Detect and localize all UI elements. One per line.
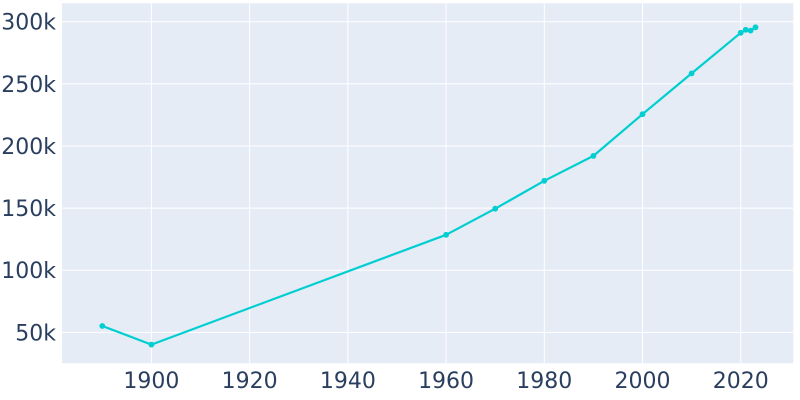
data-point[interactable] [752, 24, 759, 31]
data-point[interactable] [148, 341, 155, 348]
y-tick-label: 150k [1, 197, 56, 222]
x-tick-label: 2020 [713, 369, 769, 394]
data-point[interactable] [541, 177, 548, 184]
x-tick-label: 1980 [516, 369, 572, 394]
data-point[interactable] [688, 70, 695, 77]
data-point[interactable] [639, 111, 646, 118]
data-point[interactable] [747, 27, 754, 34]
data-point[interactable] [737, 29, 744, 36]
y-tick-label: 200k [1, 135, 56, 160]
y-tick-label: 250k [1, 73, 56, 98]
plot-area [62, 3, 794, 364]
data-point[interactable] [99, 323, 106, 329]
x-tick-label: 1920 [222, 369, 278, 394]
y-tick-label: 50k [15, 321, 56, 346]
y-tick-label: 300k [1, 11, 56, 36]
data-point[interactable] [443, 231, 449, 238]
x-tick-label: 1940 [320, 369, 376, 394]
data-point[interactable] [742, 26, 749, 33]
x-tick-label: 1960 [418, 369, 474, 394]
data-point[interactable] [492, 205, 499, 212]
data-point[interactable] [590, 153, 597, 159]
x-tick-label: 2000 [615, 369, 671, 394]
y-tick-label: 100k [1, 259, 56, 284]
x-tick-label: 1900 [123, 369, 179, 394]
